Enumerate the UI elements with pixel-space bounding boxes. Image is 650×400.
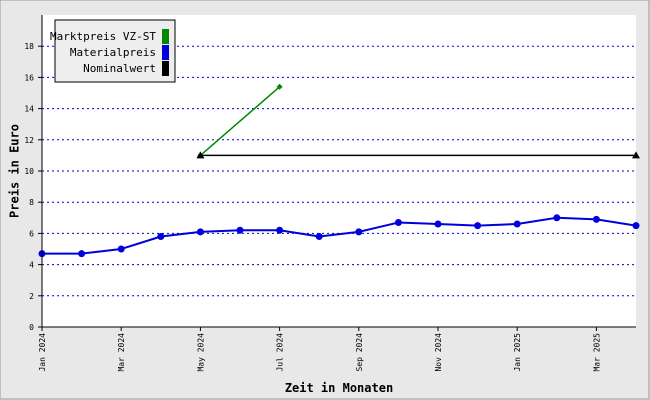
- point: [592, 215, 600, 223]
- legend-label: Nominalwert: [83, 62, 156, 75]
- legend-label: Materialpreis: [70, 46, 156, 59]
- point: [355, 228, 363, 236]
- point: [236, 226, 244, 234]
- legend-swatch: [162, 61, 169, 76]
- axes: 0 2 4 6 8 10 12 14 16 18 Jan 2024 Mar 2024 May 2024 J…: [24, 15, 636, 372]
- x-axis-title: Zeit in Monaten: [285, 381, 393, 395]
- point: [196, 228, 204, 236]
- x-tick-label: Mar 2024: [117, 333, 126, 372]
- point: [513, 220, 521, 228]
- marks: [38, 83, 640, 258]
- point: [632, 222, 640, 230]
- x-tick-label: Mar 2025: [592, 333, 601, 372]
- point: [394, 218, 402, 226]
- point: [196, 151, 205, 159]
- series-line: [199, 86, 281, 156]
- y-tick-label: 18: [24, 42, 34, 51]
- y-tick-label: 6: [29, 229, 34, 238]
- point: [78, 250, 86, 258]
- legend-box: [54, 19, 176, 83]
- point: [474, 222, 482, 230]
- y-tick-label: 2: [29, 292, 34, 301]
- x-tick-label: Jan 2025: [513, 333, 522, 372]
- point: [117, 245, 125, 253]
- grid: [42, 45, 636, 297]
- x-tick-label: Nov 2024: [434, 333, 443, 372]
- point: [315, 233, 323, 241]
- y-tick-label: 8: [29, 198, 34, 207]
- point: [157, 233, 165, 241]
- point: [632, 151, 640, 159]
- y-tick-label: 10: [24, 167, 34, 176]
- y-tick-label: 0: [29, 323, 34, 332]
- x-tick-label: May 2024: [196, 333, 205, 372]
- y-tick-label: 16: [24, 73, 34, 82]
- point: [553, 214, 561, 222]
- x-tick-label: Jul 2024: [276, 333, 285, 372]
- y-tick-label: 12: [24, 136, 34, 145]
- point: [276, 83, 283, 90]
- legend-label: Marktpreis VZ-ST: [50, 30, 156, 43]
- x-tick-label: Jan 2024: [38, 333, 47, 372]
- y-tick-label: 14: [24, 105, 34, 114]
- series-line: [42, 216, 637, 255]
- y-axis-title: Preis in Euro: [8, 124, 22, 218]
- legend: Marktpreis VZ-ST Materialpreis Nominalwert: [50, 19, 176, 83]
- x-tick-label: Sep 2024: [355, 333, 364, 372]
- legend-swatch: [162, 29, 169, 44]
- point: [276, 226, 284, 234]
- legend-swatch: [162, 45, 169, 60]
- y-tick-label: 4: [29, 261, 34, 270]
- point: [434, 220, 442, 228]
